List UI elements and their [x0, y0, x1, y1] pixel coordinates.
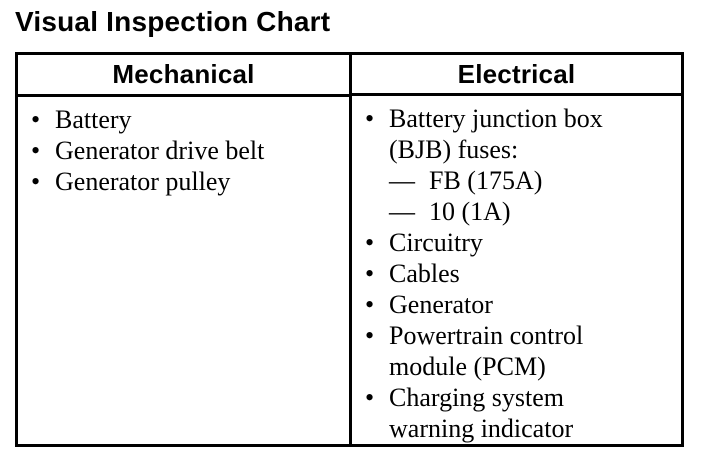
- bullet-icon: •: [365, 228, 375, 257]
- bullet-icon: •: [31, 136, 41, 165]
- bullet-icon: •: [365, 259, 375, 288]
- list-subitem: — FB (175A): [389, 165, 677, 196]
- list-item: • Cables: [365, 258, 677, 289]
- list-item: • Powertrain control module (PCM): [365, 320, 677, 382]
- bullet-icon: •: [31, 167, 41, 196]
- list-item-text: Generator: [389, 290, 493, 319]
- list-item: • Generator: [365, 289, 677, 320]
- list-subitem: — 10 (1A): [389, 196, 677, 227]
- list-item: • Battery: [31, 104, 345, 135]
- list-item: • Battery junction box (BJB) fuses:: [365, 103, 677, 165]
- list-item-text: module (PCM): [389, 352, 546, 381]
- list-item-text: Powertrain control: [389, 321, 584, 350]
- list-item: • Generator drive belt: [31, 135, 345, 166]
- list-item-text: 10 (1A): [429, 197, 511, 226]
- mechanical-item-list: • Battery • Generator drive belt • Gener…: [18, 97, 349, 444]
- list-item-text: warning indicator: [389, 414, 574, 443]
- bullet-icon: •: [365, 290, 375, 319]
- list-item-text: Circuitry: [389, 228, 483, 257]
- dash-icon: —: [389, 166, 415, 195]
- visual-inspection-table: Mechanical • Battery • Generator drive b…: [15, 52, 684, 447]
- list-item-text: Generator pulley: [55, 167, 231, 196]
- list-item-text: FB (175A): [429, 166, 543, 195]
- column-header-mechanical: Mechanical: [18, 55, 349, 97]
- electrical-item-list: • Battery junction box (BJB) fuses: — FB…: [352, 96, 681, 444]
- list-item: • Charging system warning indicator: [365, 382, 677, 444]
- bullet-icon: •: [365, 383, 375, 412]
- list-item: • Generator pulley: [31, 166, 345, 197]
- dash-icon: —: [389, 197, 415, 226]
- list-item-text: (BJB) fuses:: [389, 135, 519, 164]
- list-item-text: Generator drive belt: [55, 136, 265, 165]
- list-item-text: Battery: [55, 105, 132, 134]
- bullet-icon: •: [31, 105, 41, 134]
- list-item-text: Battery junction box: [389, 104, 603, 133]
- list-item-text: Cables: [389, 259, 460, 288]
- column-electrical: Electrical • Battery junction box (BJB) …: [352, 55, 681, 444]
- column-mechanical: Mechanical • Battery • Generator drive b…: [18, 55, 352, 444]
- bullet-icon: •: [365, 321, 375, 350]
- list-item-text: Charging system: [389, 383, 565, 412]
- list-item: • Circuitry: [365, 227, 677, 258]
- bullet-icon: •: [365, 104, 375, 133]
- page-title: Visual Inspection Chart: [15, 6, 331, 37]
- column-header-electrical: Electrical: [352, 55, 681, 96]
